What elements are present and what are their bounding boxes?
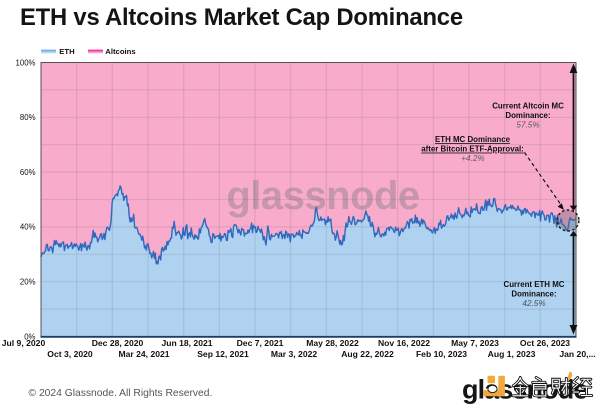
svg-text:Sep 12, 2021: Sep 12, 2021: [197, 349, 249, 359]
svg-text:ETH: ETH: [59, 47, 75, 56]
svg-text:60%: 60%: [20, 168, 36, 177]
svg-text:© 2024 Glassnode. All Rights R: © 2024 Glassnode. All Rights Reserved.: [29, 388, 213, 399]
svg-text:Dominance:: Dominance:: [511, 289, 556, 298]
svg-text:May 28, 2022: May 28, 2022: [306, 338, 359, 348]
svg-text:Mar 24, 2021: Mar 24, 2021: [118, 349, 169, 359]
svg-text:May 7, 2023: May 7, 2023: [451, 338, 499, 348]
svg-text:Dec 28, 2020: Dec 28, 2020: [92, 338, 144, 348]
svg-text:after Bitcoin ETF-Approval:: after Bitcoin ETF-Approval:: [421, 145, 524, 154]
svg-text:Aug 1, 2023: Aug 1, 2023: [488, 349, 536, 359]
svg-text:100%: 100%: [16, 58, 36, 67]
svg-text:Dec 7, 2021: Dec 7, 2021: [237, 338, 284, 348]
svg-text:80%: 80%: [20, 113, 36, 122]
svg-text:Current Altcoin MC: Current Altcoin MC: [492, 102, 564, 111]
svg-text:0%: 0%: [24, 332, 35, 341]
svg-text:+4.2%: +4.2%: [461, 154, 484, 163]
svg-text:Oct 3, 2020: Oct 3, 2020: [47, 349, 93, 359]
svg-text:Oct 26, 2023: Oct 26, 2023: [520, 338, 570, 348]
svg-text:40%: 40%: [20, 223, 36, 232]
svg-text:Jun 18, 2021: Jun 18, 2021: [161, 338, 212, 348]
svg-text:Jul 9, 2020: Jul 9, 2020: [2, 338, 46, 348]
svg-text:Aug 22, 2022: Aug 22, 2022: [341, 349, 394, 359]
svg-text:Current ETH MC: Current ETH MC: [504, 280, 565, 289]
svg-text:Altcoins: Altcoins: [105, 47, 135, 56]
svg-text:Dominance:: Dominance:: [505, 111, 550, 120]
svg-text:ETH MC Dominance: ETH MC Dominance: [435, 135, 511, 144]
svg-text:42.5%: 42.5%: [522, 299, 545, 308]
svg-text:Feb 10, 2023: Feb 10, 2023: [416, 349, 467, 359]
svg-text:Nov 16, 2022: Nov 16, 2022: [378, 338, 430, 348]
svg-text:ETH vs Altcoins Market Cap Dom: ETH vs Altcoins Market Cap Dominance: [20, 4, 463, 31]
svg-text:glassnode: glassnode: [226, 174, 419, 218]
svg-text:57.5%: 57.5%: [516, 120, 539, 129]
svg-text:Jan 20,...: Jan 20,...: [559, 349, 595, 359]
svg-text:Mar 3, 2022: Mar 3, 2022: [271, 349, 318, 359]
svg-text:20%: 20%: [20, 278, 36, 287]
